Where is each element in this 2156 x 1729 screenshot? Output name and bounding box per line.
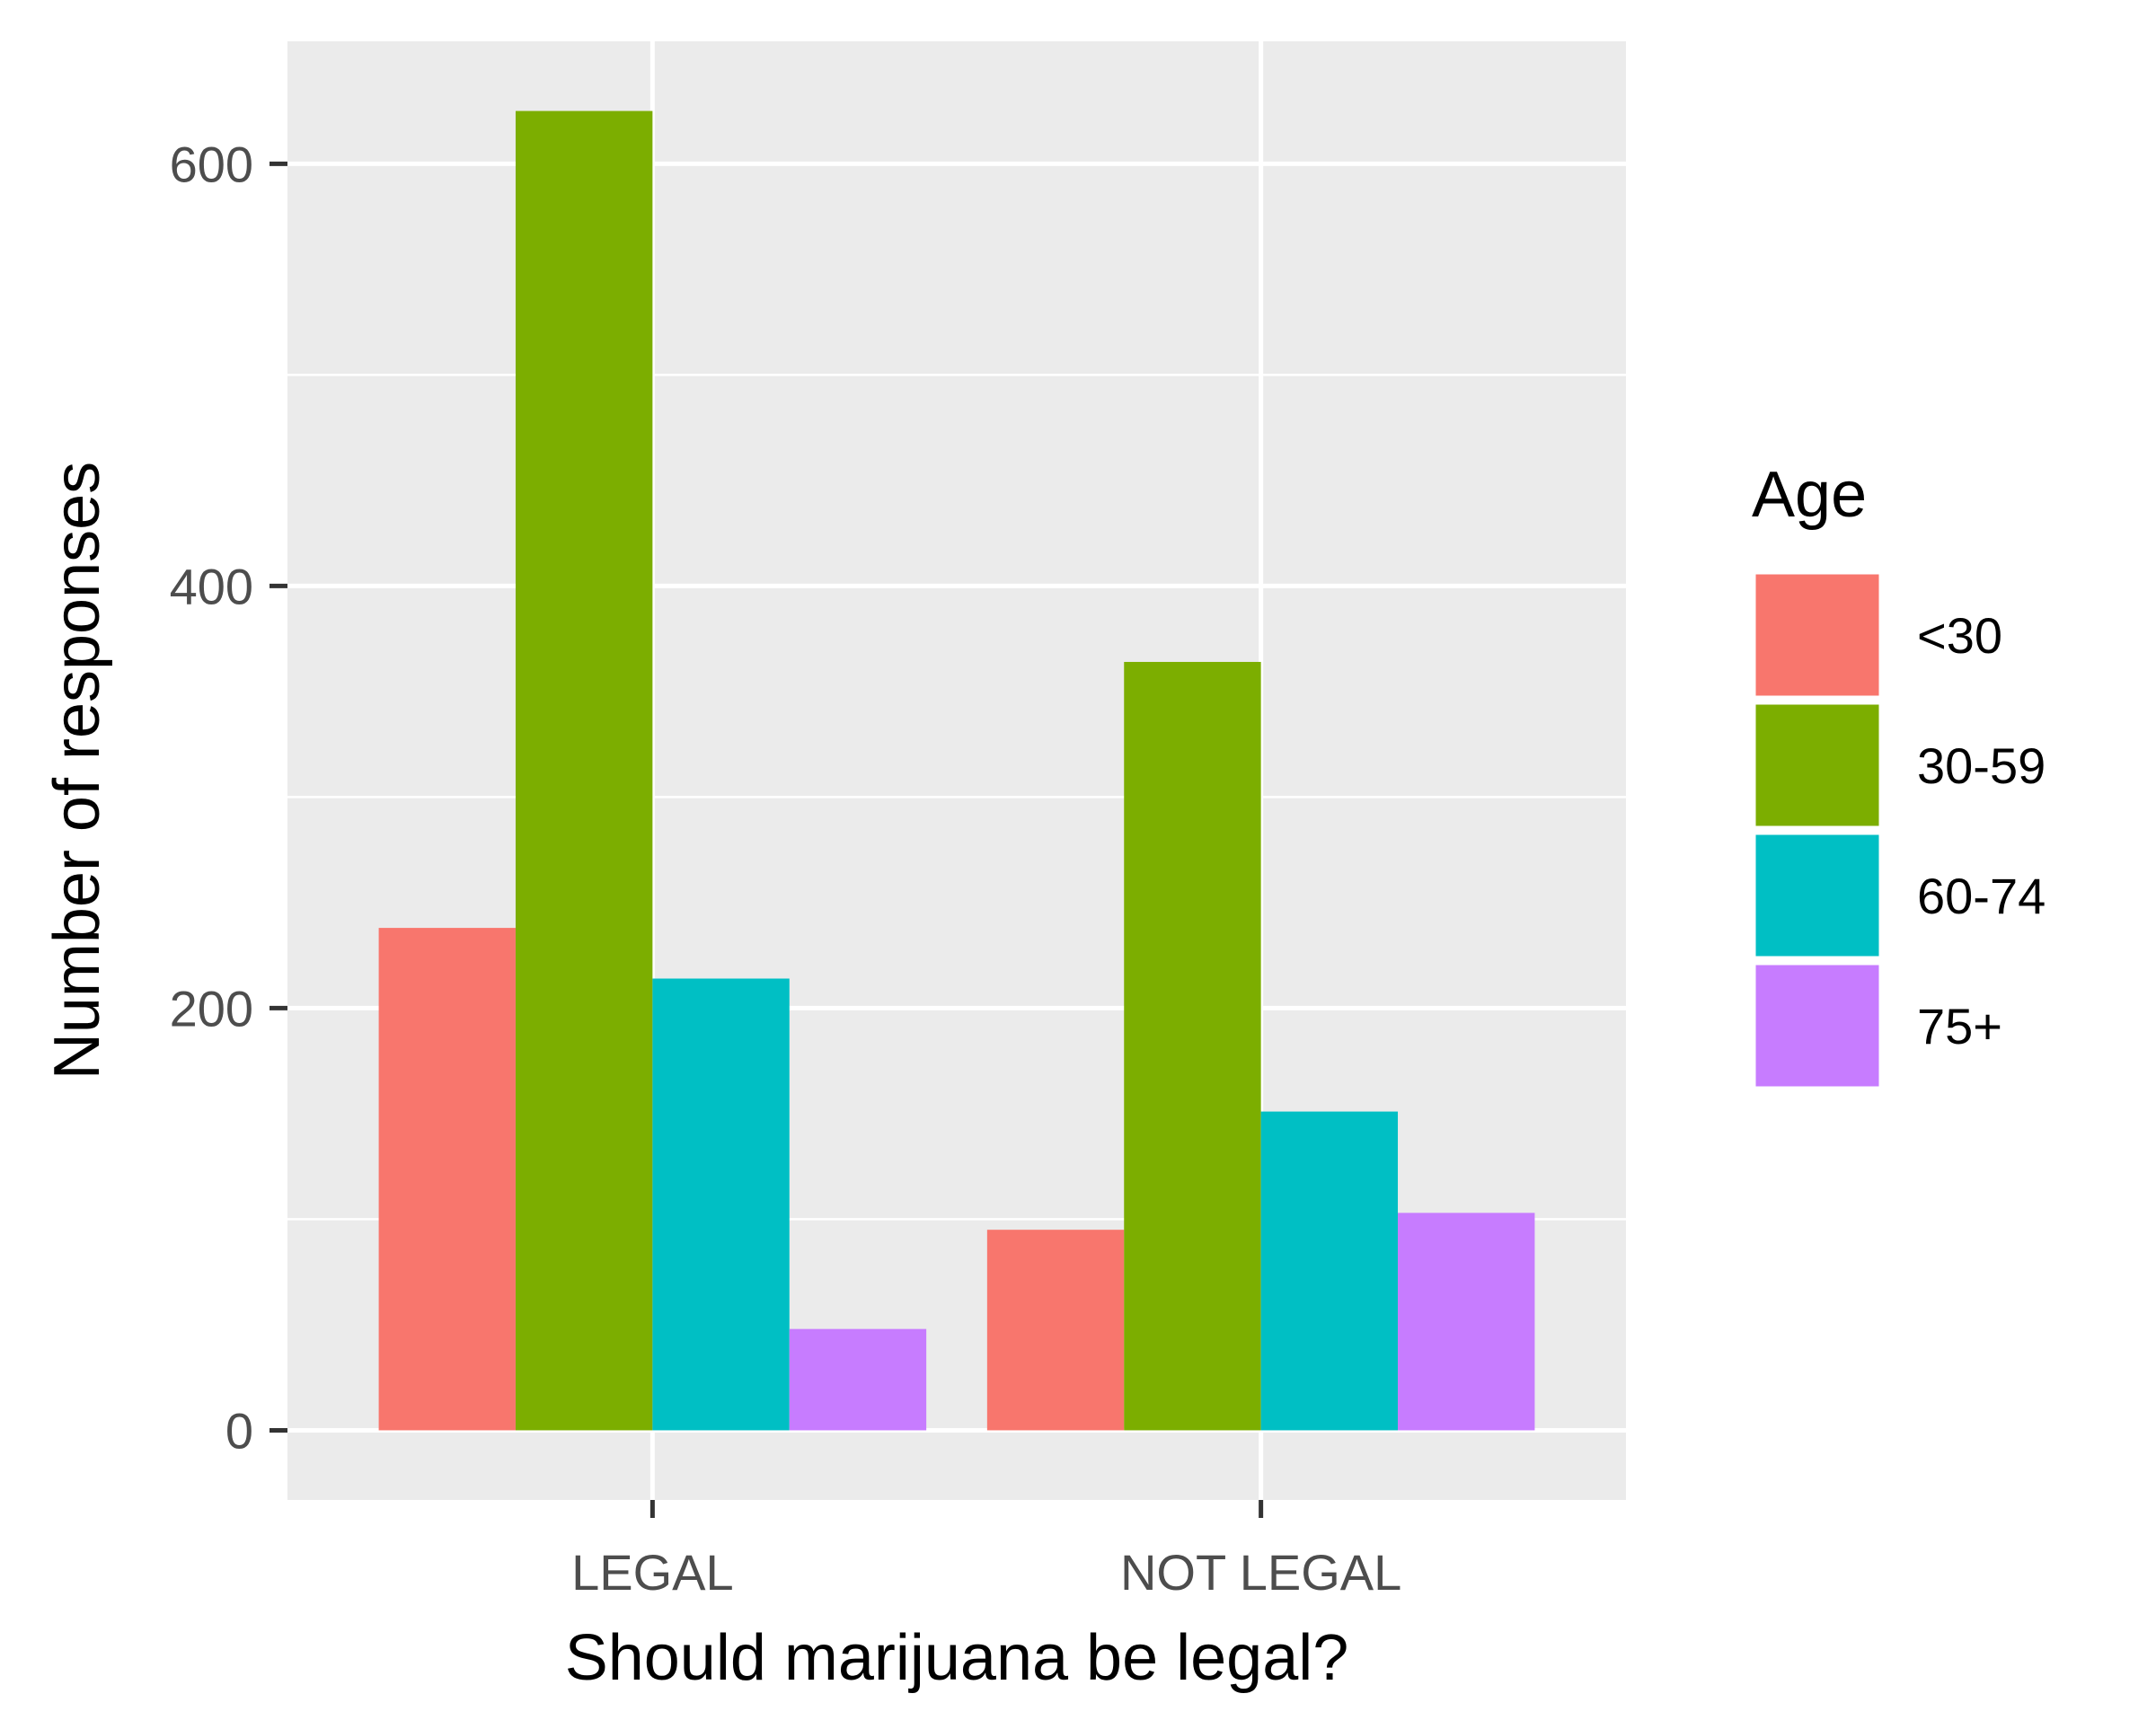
bar-not-legal-3059 <box>1124 661 1261 1431</box>
x-tick-label: LEGAL <box>571 1544 734 1601</box>
y-tick-label: 0 <box>225 1402 253 1459</box>
y-tick-label: 400 <box>170 558 253 614</box>
bar-legal-75 <box>789 1328 927 1431</box>
y-tick-label: 200 <box>170 980 253 1037</box>
x-axis-title: Should marijuana be legal? <box>565 1622 1349 1694</box>
legend-label: 75+ <box>1917 998 2002 1054</box>
x-tick-label: NOT LEGAL <box>1120 1544 1401 1601</box>
x-axis: LEGAL NOT LEGAL <box>571 1500 1401 1601</box>
bar-legal-6074 <box>652 978 790 1431</box>
legend: Age <30 30-59 60-74 75+ <box>1751 459 2046 1091</box>
legend-label: 30-59 <box>1917 737 2046 794</box>
y-axis-title: Number of responses <box>41 462 113 1080</box>
y-tick-label: 600 <box>170 136 253 192</box>
bar-not-legal-6074 <box>1260 1111 1399 1431</box>
legend-title: Age <box>1752 459 1867 531</box>
bar-not-legal-30 <box>986 1230 1125 1431</box>
legend-key-30 <box>1751 569 1884 701</box>
bars <box>378 110 1535 1431</box>
bar-not-legal-75 <box>1398 1213 1535 1431</box>
y-axis: 0 200 400 600 <box>170 136 287 1459</box>
legend-label: 60-74 <box>1917 868 2046 924</box>
legend-key-75 <box>1751 960 1884 1091</box>
bar-legal-3059 <box>515 110 653 1431</box>
bar-legal-30 <box>378 928 516 1431</box>
legend-key-3059 <box>1751 700 1884 831</box>
legend-label: <30 <box>1917 607 2002 664</box>
legend-key-6074 <box>1751 830 1884 961</box>
